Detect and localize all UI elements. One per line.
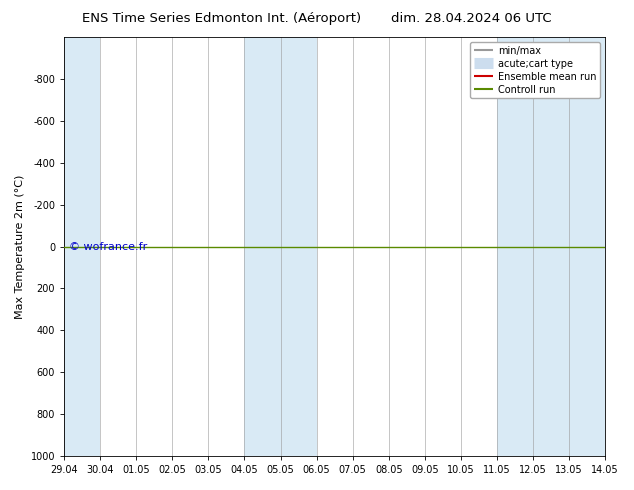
Bar bbox=[497, 37, 605, 456]
Text: © wofrance.fr: © wofrance.fr bbox=[70, 242, 148, 251]
Bar bbox=[64, 37, 100, 456]
Y-axis label: Max Temperature 2m (°C): Max Temperature 2m (°C) bbox=[15, 174, 25, 318]
Legend: min/max, acute;cart type, Ensemble mean run, Controll run: min/max, acute;cart type, Ensemble mean … bbox=[470, 42, 600, 98]
Text: dim. 28.04.2024 06 UTC: dim. 28.04.2024 06 UTC bbox=[391, 12, 552, 25]
Bar bbox=[245, 37, 316, 456]
Text: ENS Time Series Edmonton Int. (Aéroport): ENS Time Series Edmonton Int. (Aéroport) bbox=[82, 12, 361, 25]
